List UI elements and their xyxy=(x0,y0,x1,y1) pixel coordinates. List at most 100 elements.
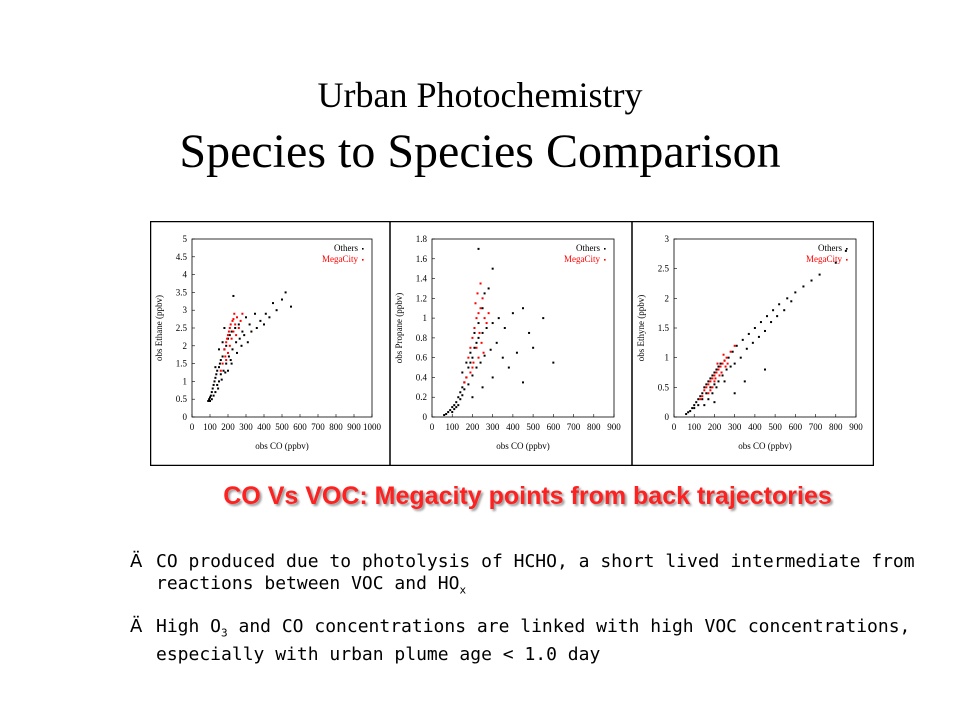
others-point xyxy=(522,307,524,310)
others-point xyxy=(751,341,754,344)
legend-megacity: MegaCity xyxy=(806,254,842,264)
megacity-point xyxy=(709,380,712,383)
y-tick-label: 2 xyxy=(183,341,188,351)
megacity-point xyxy=(477,312,480,315)
chart-panel: 0 100 200 300 400 500 600 700 800 900 0 0.2 0.4 0.6 0.… xyxy=(389,221,621,466)
megacity-point xyxy=(703,389,706,392)
y-tick-label: 0 xyxy=(665,412,670,422)
bullet-item: Ä CO produced due to photolysis of HCHO,… xyxy=(130,551,920,602)
megacity-point xyxy=(227,334,229,337)
others-point xyxy=(218,366,220,369)
others-point xyxy=(685,413,688,416)
megacity-point xyxy=(725,356,728,359)
megacity-point xyxy=(225,359,228,362)
megacity-point xyxy=(463,381,466,384)
others-point xyxy=(461,394,464,397)
y-tick-label: 1 xyxy=(665,353,670,363)
others-point xyxy=(453,408,456,411)
others-point xyxy=(218,348,220,351)
others-point xyxy=(259,319,262,322)
others-point xyxy=(221,355,224,358)
megacity-point xyxy=(231,319,234,322)
others-point xyxy=(290,305,292,308)
megacity-point xyxy=(221,362,224,365)
x-tick-label: 0 xyxy=(672,422,677,432)
megacity-point xyxy=(472,361,475,364)
others-point xyxy=(445,413,448,416)
x-tick-label: 0 xyxy=(430,422,435,432)
y-tick-label: 2.5 xyxy=(176,323,188,333)
others-point xyxy=(228,334,231,337)
others-point xyxy=(542,317,545,320)
x-tick-label: 600 xyxy=(789,422,803,432)
others-point xyxy=(473,346,476,349)
others-point xyxy=(528,331,531,334)
others-point xyxy=(477,336,480,339)
others-point xyxy=(467,383,470,386)
others-point xyxy=(209,396,211,399)
others-point xyxy=(227,369,229,372)
megacity-point xyxy=(225,341,228,344)
megacity-point xyxy=(465,376,468,379)
others-point xyxy=(707,380,710,383)
others-point xyxy=(711,374,714,377)
plot-frame xyxy=(431,238,615,418)
others-point xyxy=(222,369,225,372)
others-point xyxy=(209,399,211,402)
megacity-point xyxy=(476,292,479,295)
x-tick-label: 700 xyxy=(567,422,581,432)
y-tick-label: 4 xyxy=(183,270,188,280)
y-tick-label: 1.4 xyxy=(416,274,428,284)
y-tick-label: 1.5 xyxy=(176,359,188,369)
bullet-subscript: x xyxy=(459,583,467,597)
x-tick-label: 300 xyxy=(486,422,500,432)
megacity-point xyxy=(701,395,704,398)
y-tick-label: 1.6 xyxy=(416,254,428,264)
y-axis-label: obs Ethyne (ppbv) xyxy=(636,295,646,362)
others-point xyxy=(236,351,238,354)
others-point xyxy=(483,354,486,357)
megacity-point xyxy=(228,327,231,329)
megacity-point xyxy=(471,336,474,339)
megacity-point xyxy=(219,369,222,372)
megacity-point xyxy=(469,346,472,349)
others-point xyxy=(766,315,769,318)
others-point xyxy=(491,322,494,325)
others-point xyxy=(739,356,742,359)
others-point xyxy=(713,383,716,386)
y-tick-label: 0.5 xyxy=(176,394,188,404)
x-tick-label: 200 xyxy=(221,422,235,432)
others-point xyxy=(216,369,219,372)
others-point xyxy=(747,332,750,335)
others-point xyxy=(725,368,728,371)
others-point xyxy=(532,346,535,349)
others-point xyxy=(471,374,474,377)
others-point xyxy=(263,323,265,326)
megacity-point xyxy=(480,341,483,344)
megacity-point xyxy=(230,337,233,340)
others-point xyxy=(731,350,734,353)
megacity-point xyxy=(721,362,724,365)
others-point xyxy=(485,327,488,329)
others-point xyxy=(709,377,712,380)
others-point xyxy=(491,267,494,270)
others-point xyxy=(479,361,482,364)
others-point xyxy=(735,344,738,347)
others-point xyxy=(457,404,460,407)
bullet-text: CO produced due to photolysis of HCHO, a… xyxy=(156,551,915,594)
megacity-point xyxy=(223,348,226,351)
x-tick-label: 500 xyxy=(526,422,540,432)
x-tick-label: 600 xyxy=(293,422,307,432)
y-tick-label: 0 xyxy=(183,412,188,422)
others-point xyxy=(783,309,786,312)
others-point xyxy=(264,312,267,315)
others-point xyxy=(218,362,221,365)
x-tick-label: 100 xyxy=(445,422,459,432)
others-point xyxy=(701,392,704,395)
megacity-point xyxy=(723,359,726,362)
megacity-point xyxy=(227,351,229,354)
others-point xyxy=(449,409,452,412)
megacity-point xyxy=(726,362,729,365)
megacity-point xyxy=(707,392,710,395)
others-point xyxy=(214,376,217,379)
